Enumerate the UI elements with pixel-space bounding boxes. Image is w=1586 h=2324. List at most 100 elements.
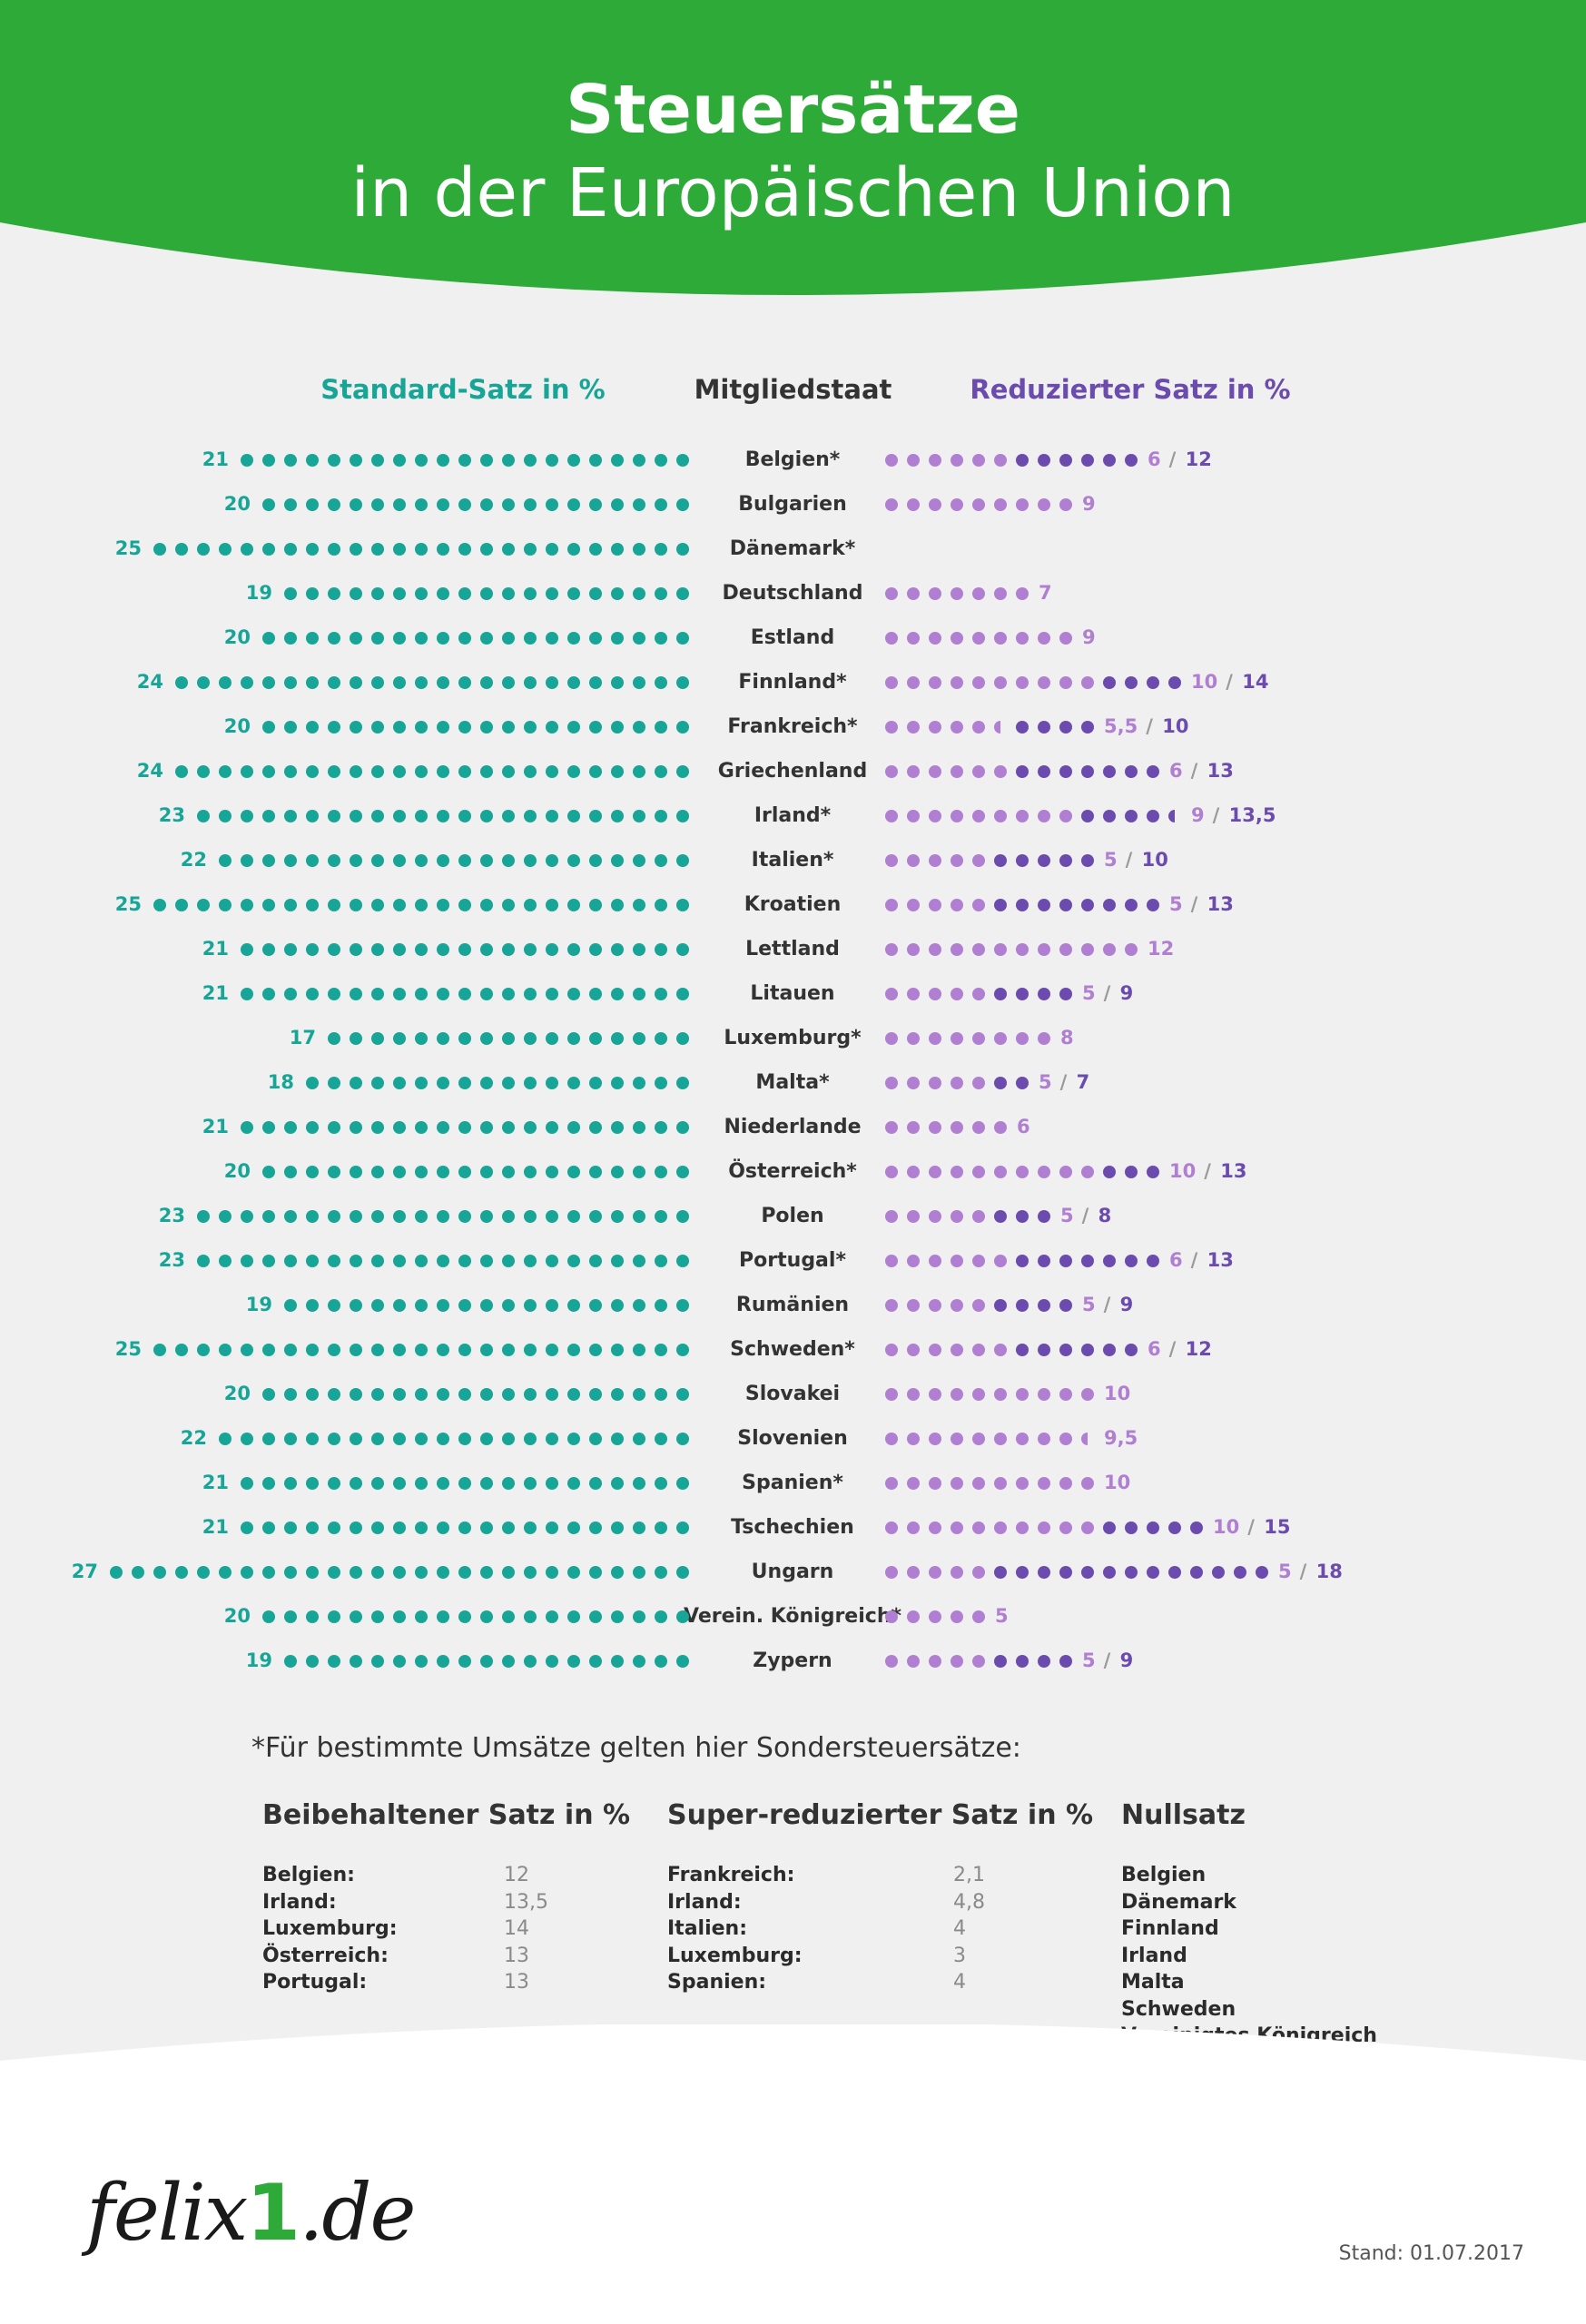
super-reduced-rate-country: Luxemburg: bbox=[667, 1944, 803, 1967]
reduced-rate-dot bbox=[907, 1655, 920, 1668]
standard-rate-label: 20 bbox=[224, 1160, 251, 1182]
standard-rate-dot bbox=[676, 1255, 689, 1267]
standard-rate-dot bbox=[546, 721, 558, 734]
standard-rate-dot bbox=[197, 1255, 210, 1267]
standard-rate-dot bbox=[306, 1077, 319, 1089]
standard-rate-dot bbox=[371, 1255, 384, 1267]
reduced-rate-dot bbox=[1016, 1299, 1029, 1312]
standard-rate-dot bbox=[480, 676, 493, 689]
reduced-rate-dot bbox=[1038, 1655, 1050, 1668]
standard-rate-dot bbox=[546, 765, 558, 778]
standard-rate-dot bbox=[350, 1344, 362, 1356]
reduced-rate-label: 12 bbox=[1186, 448, 1212, 470]
reduced-rate-dot bbox=[907, 810, 920, 822]
reduced-rate-dot bbox=[1059, 1388, 1072, 1401]
standard-rate-dot bbox=[524, 1566, 537, 1579]
reduced-rate-dot bbox=[972, 1032, 985, 1045]
standard-rate-dot bbox=[415, 1477, 428, 1490]
standard-rate-dot bbox=[219, 765, 231, 778]
standard-rate-dot bbox=[633, 1655, 645, 1668]
standard-rate-dot bbox=[676, 676, 689, 689]
reduced-rate-label: 8 bbox=[1060, 1027, 1074, 1049]
reduced-rate-dot bbox=[1059, 676, 1072, 689]
standard-rate-dot bbox=[546, 1255, 558, 1267]
standard-rate-dot bbox=[262, 1521, 275, 1534]
standard-rate-dot bbox=[611, 632, 624, 645]
standard-rate-dot bbox=[393, 721, 406, 734]
standard-rate-dot bbox=[371, 810, 384, 822]
reduced-rate-dot bbox=[1168, 1521, 1181, 1534]
standard-rate-dot bbox=[393, 1077, 406, 1089]
reduced-rate-label: 9 bbox=[1082, 493, 1096, 515]
reduced-rate-dot bbox=[1059, 765, 1072, 778]
reduced-rate-dot bbox=[1016, 1166, 1029, 1178]
standard-rate-dot bbox=[502, 899, 515, 911]
standard-rate-dot bbox=[437, 765, 449, 778]
standard-rate-dot bbox=[284, 943, 297, 956]
standard-rate-dot bbox=[437, 988, 449, 1000]
standard-rate-dot bbox=[328, 1655, 340, 1668]
standard-rate-dot bbox=[655, 988, 667, 1000]
reduced-rate-dot bbox=[1125, 1521, 1138, 1534]
standard-rate-dot bbox=[524, 1477, 537, 1490]
standard-rate-dot bbox=[633, 1433, 645, 1445]
reduced-rate-dot bbox=[1081, 676, 1094, 689]
standard-rate-dot bbox=[567, 1388, 580, 1401]
standard-rate-dot bbox=[415, 1655, 428, 1668]
standard-rate-dot bbox=[502, 1210, 515, 1223]
standard-rate-label: 23 bbox=[159, 1249, 185, 1271]
reduced-rate-dot bbox=[907, 1077, 920, 1089]
standard-rate-dot bbox=[655, 1032, 667, 1045]
reduced-rate-dot bbox=[1038, 721, 1050, 734]
standard-rate-dot bbox=[676, 1299, 689, 1312]
standard-rate-dot bbox=[371, 1388, 384, 1401]
reduced-rate-dot bbox=[1081, 810, 1094, 822]
reduced-rate-label: 9 bbox=[1120, 1649, 1134, 1671]
reduced-rate-dot bbox=[885, 1299, 898, 1312]
reduced-rate-dot bbox=[1147, 765, 1159, 778]
standard-rate-dot bbox=[350, 899, 362, 911]
reduced-rate-dot bbox=[1059, 1299, 1072, 1312]
reduced-rate-dot bbox=[951, 1166, 963, 1178]
reduced-rate-dot bbox=[885, 1388, 898, 1401]
standard-rate-dot bbox=[437, 899, 449, 911]
standard-rate-dot bbox=[524, 454, 537, 467]
standard-rate-dot bbox=[241, 899, 253, 911]
standard-rate-dot bbox=[328, 765, 340, 778]
reduced-rate-dot bbox=[1103, 765, 1116, 778]
reduced-rate-separator: / bbox=[1126, 849, 1133, 871]
standard-rate-dot bbox=[676, 810, 689, 822]
standard-rate-dot bbox=[197, 1210, 210, 1223]
reduced-rate-dot bbox=[1059, 498, 1072, 511]
reduced-rate-dot bbox=[1103, 943, 1116, 956]
standard-rate-dot bbox=[328, 1566, 340, 1579]
reduced-rate-label: 10 bbox=[1104, 1383, 1130, 1404]
reduced-rate-dot bbox=[885, 1077, 898, 1089]
country-label: Litauen bbox=[750, 982, 834, 1005]
standard-rate-dot bbox=[393, 943, 406, 956]
reduced-rate-dot bbox=[972, 1077, 985, 1089]
standard-rate-dot bbox=[611, 498, 624, 511]
standard-rate-dot bbox=[306, 587, 319, 600]
standard-rate-dot bbox=[306, 632, 319, 645]
reduced-rate-dot bbox=[1059, 1566, 1072, 1579]
standard-rate-dot bbox=[676, 988, 689, 1000]
standard-rate-dot bbox=[371, 1521, 384, 1534]
standard-rate-dot bbox=[633, 943, 645, 956]
reduced-rate-dot bbox=[972, 1610, 985, 1623]
reduced-rate-dot bbox=[929, 454, 941, 467]
reduced-rate-dot bbox=[907, 943, 920, 956]
reduced-rate-label: 15 bbox=[1264, 1516, 1290, 1538]
standard-rate-dot bbox=[393, 899, 406, 911]
reduced-rate-dot bbox=[951, 676, 963, 689]
standard-rate-dot bbox=[262, 1255, 275, 1267]
standard-rate-dot bbox=[589, 1255, 602, 1267]
standard-rate-dot bbox=[458, 1255, 471, 1267]
standard-rate-dot bbox=[524, 1210, 537, 1223]
standard-rate-dot bbox=[502, 1121, 515, 1134]
standard-rate-dot bbox=[524, 1299, 537, 1312]
standard-rate-dot bbox=[546, 1032, 558, 1045]
reduced-rate-dot bbox=[1059, 454, 1072, 467]
standard-rate-dot bbox=[306, 810, 319, 822]
standard-rate-dot bbox=[546, 1077, 558, 1089]
